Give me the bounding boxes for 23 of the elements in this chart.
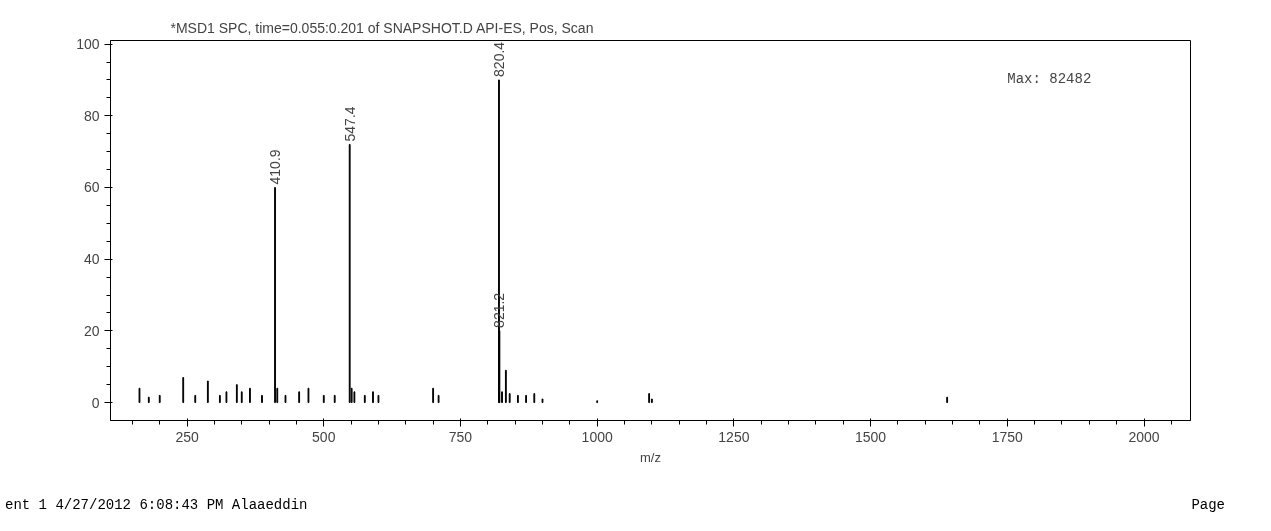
y-tick-label: 80 (83, 107, 100, 124)
x-tick-label: 500 (312, 428, 336, 445)
annotation: 821.2 (491, 292, 508, 328)
x-tick-label: 750 (448, 428, 473, 445)
annotation: 547.4 (341, 106, 358, 142)
x-tick-label: 1000 (581, 428, 613, 445)
x-axis-title: m/z (640, 449, 661, 465)
y-tick-label: 20 (83, 322, 100, 339)
y-tick-label: 40 (83, 251, 100, 268)
x-tick-label: 2000 (1128, 428, 1160, 445)
annotation: ent 1 4/27/2012 6:08:43 PM Alaaeddin (5, 496, 308, 515)
x-tick-label: 1250 (718, 428, 750, 445)
x-tick-label: 250 (175, 428, 199, 445)
x-tick-label: 1750 (991, 428, 1024, 445)
annotation: 410.9 (267, 149, 284, 185)
annotation: 820.4 (490, 41, 507, 77)
y-tick-label: 0 (91, 394, 100, 411)
x-tick-label: 1500 (855, 428, 887, 445)
annotation: Page (1191, 496, 1225, 515)
chart-title: *MSD1 SPC, time=0.055:0.201 of SNAPSHOT.D API-ES, Pos, Scan (170, 19, 594, 36)
y-tick-label: 60 (83, 179, 100, 196)
y-tick-label: 100 (76, 36, 100, 53)
annotation: Max: 82482 (1007, 71, 1092, 88)
